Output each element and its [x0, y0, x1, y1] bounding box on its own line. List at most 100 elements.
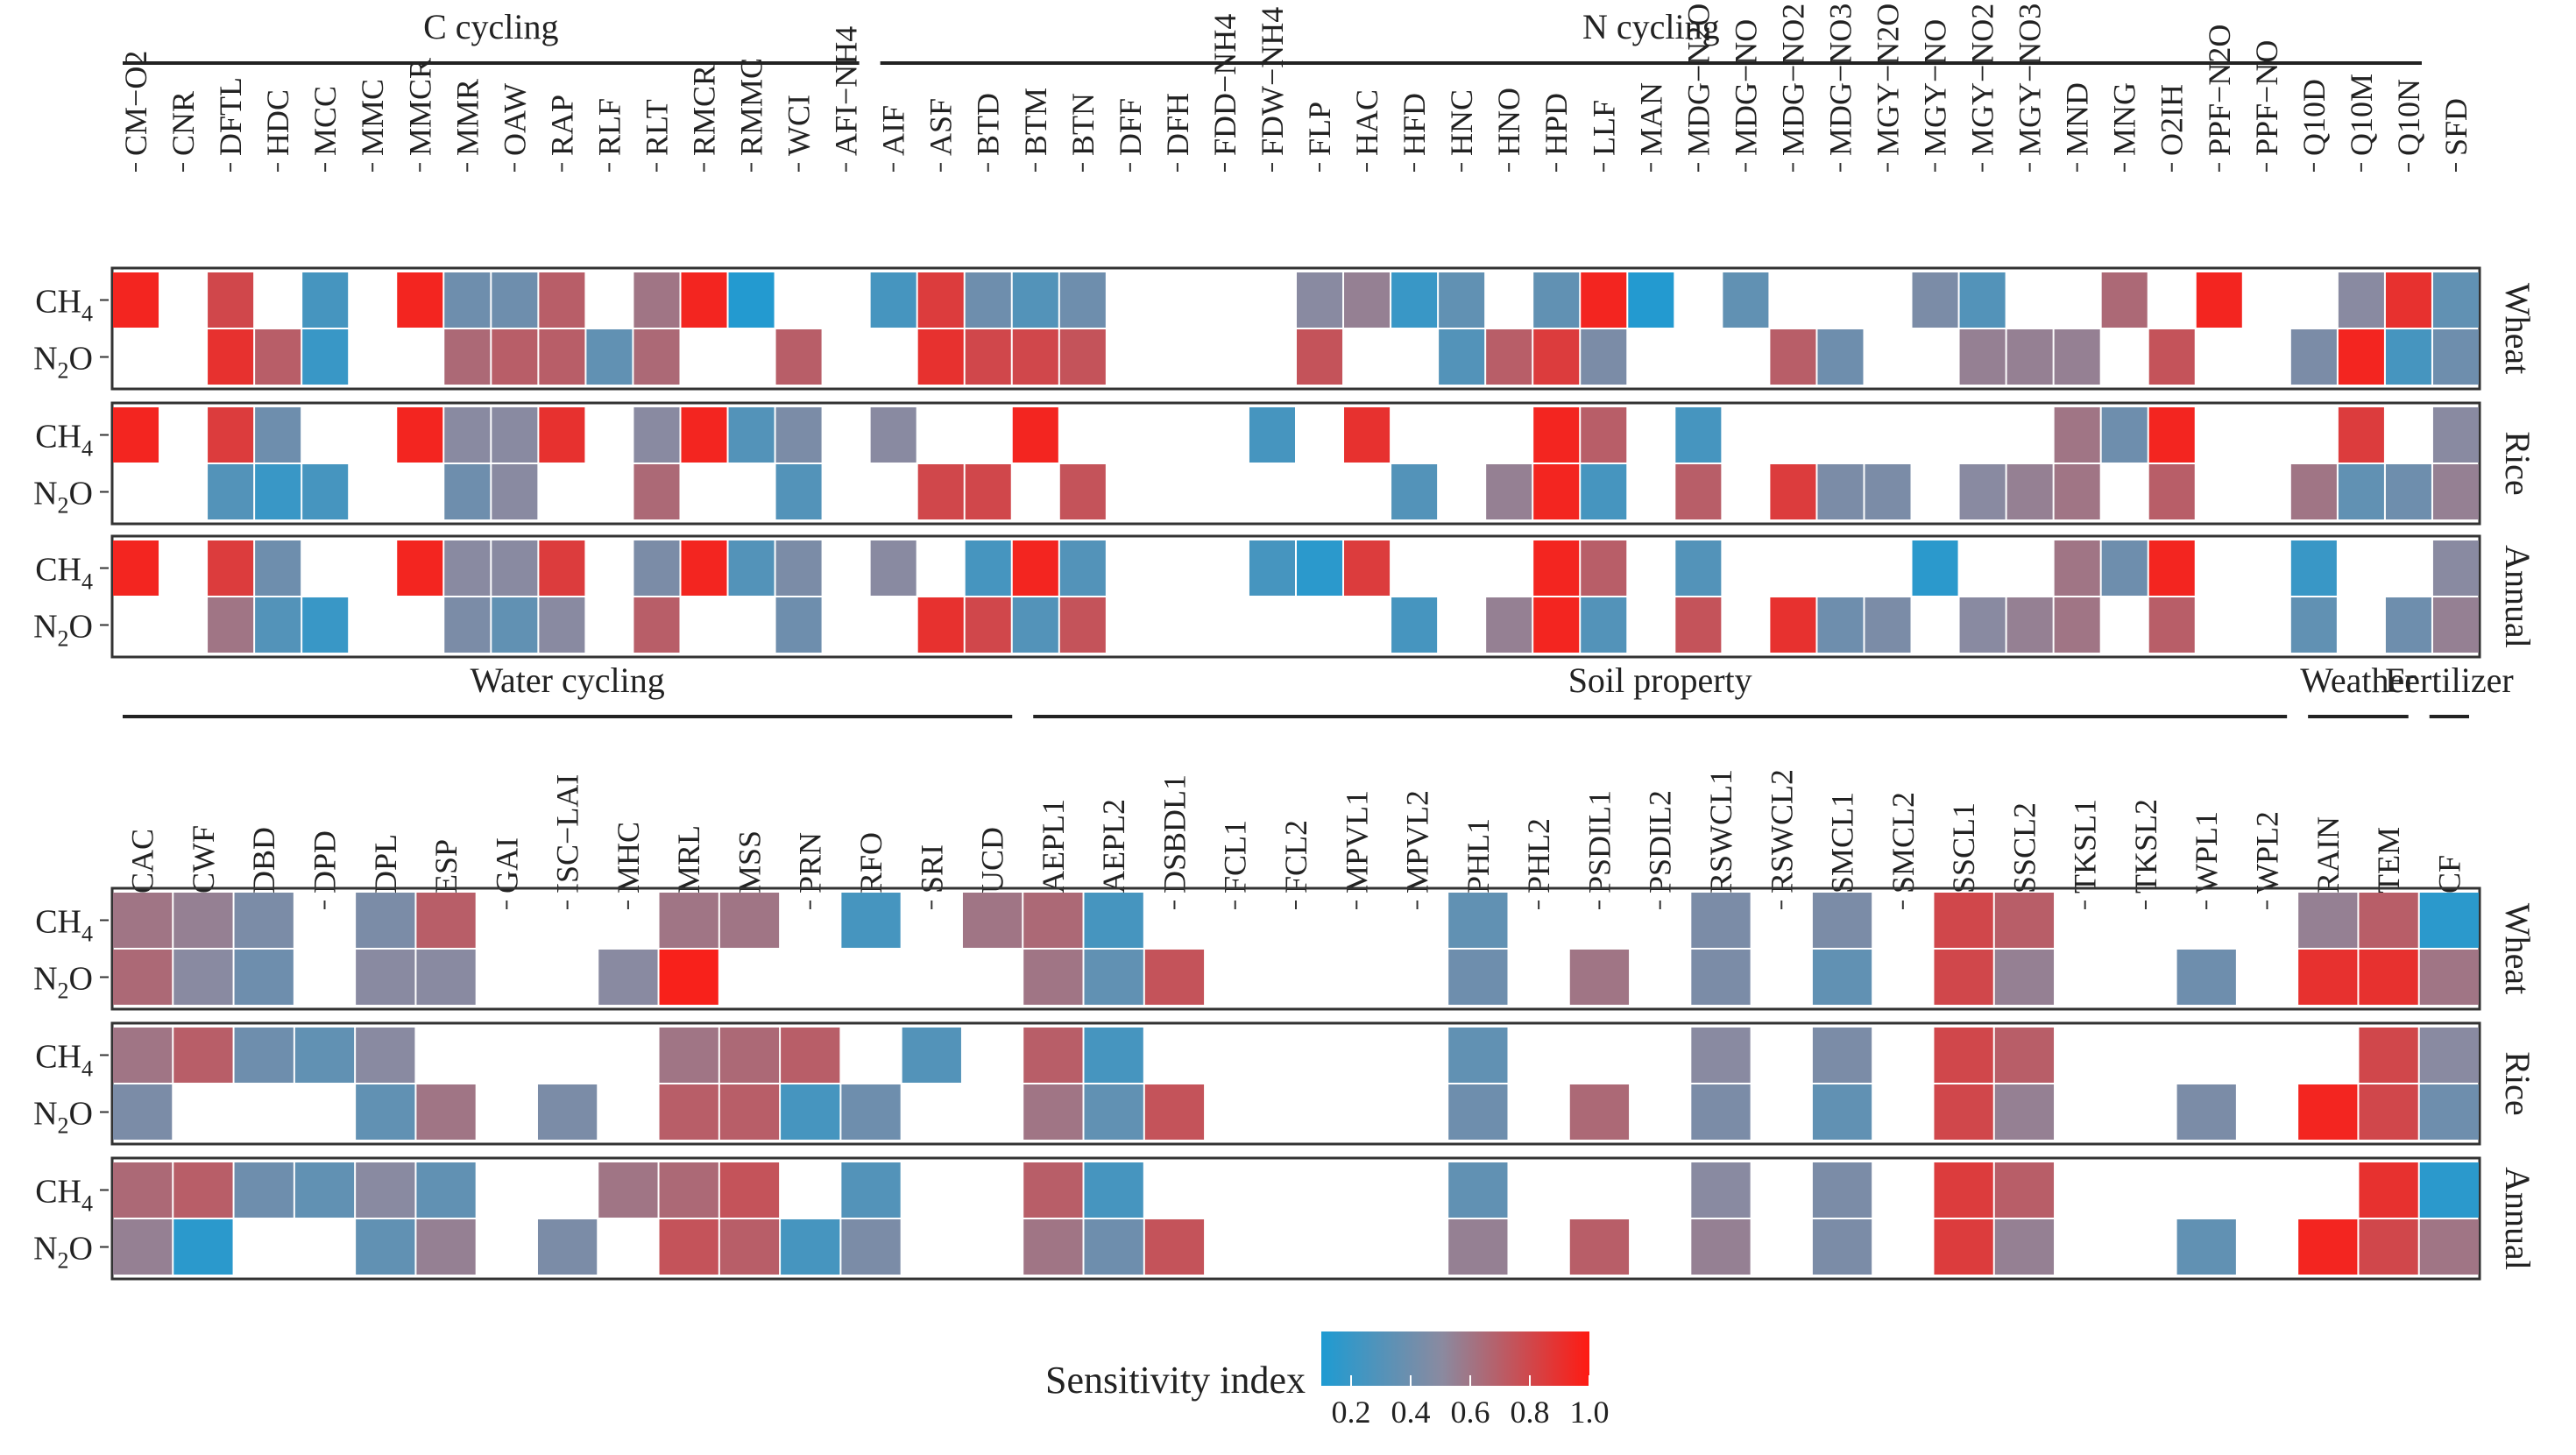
- group-label: N cycling: [1582, 7, 1720, 46]
- heatmap-cell: [902, 1028, 961, 1083]
- column-label: SFD: [2438, 98, 2473, 156]
- row-label: CH4: [35, 1039, 93, 1082]
- heatmap-cell: [1448, 1084, 1508, 1140]
- heatmap-cell: [2359, 1162, 2418, 1218]
- heatmap-cell: [2419, 950, 2479, 1005]
- heatmap-cell: [728, 272, 775, 328]
- facet-annual: CH4 N2O Annual: [33, 534, 2537, 659]
- heatmap-cell: [1691, 950, 1751, 1005]
- column-label: WCI: [782, 95, 817, 156]
- heatmap-cell: [1934, 1219, 1993, 1275]
- heatmap-cell: [775, 597, 822, 653]
- heatmap-cell: [356, 950, 415, 1005]
- facet-rice: CH4 N2O Rice: [33, 1021, 2537, 1146]
- column-label: MPVL2: [1400, 790, 1435, 893]
- heatmap-cell: [2054, 407, 2100, 463]
- heatmap-cell: [2385, 329, 2431, 385]
- column-label: GAI: [489, 837, 524, 893]
- column-label: Q10D: [2296, 79, 2332, 156]
- heatmap-cell: [1448, 950, 1508, 1005]
- column-label: MMR: [449, 79, 485, 156]
- heatmap-cell: [492, 407, 538, 463]
- heatmap-cell: [681, 272, 727, 328]
- heatmap-cell: [1934, 1162, 1993, 1218]
- heatmap-cell: [1297, 329, 1343, 385]
- heatmap-cell: [1023, 893, 1083, 948]
- row-label: N2O: [33, 609, 93, 652]
- heatmap-cell: [1812, 950, 1872, 1005]
- heatmap-cell: [1023, 1084, 1083, 1140]
- heatmap-cell: [2298, 1084, 2358, 1140]
- column-label: RMCR: [687, 65, 722, 156]
- heatmap-cell: [1059, 464, 1106, 519]
- heatmap-cell: [255, 597, 301, 653]
- heatmap-cell: [492, 329, 538, 385]
- heatmap-cell: [965, 597, 1011, 653]
- heatmap-cell: [1023, 1219, 1083, 1275]
- heatmap-cell: [1581, 329, 1627, 385]
- heatmap-cell: [1691, 1028, 1751, 1083]
- heatmap-cell: [234, 893, 294, 948]
- column-label: DBD: [246, 827, 281, 893]
- heatmap-cell: [444, 329, 491, 385]
- column-label: PHL1: [1461, 818, 1496, 893]
- column-label: MAN: [1633, 82, 1668, 156]
- heatmap-cell: [255, 540, 301, 596]
- heatmap-cell: [775, 407, 822, 463]
- row-label: N2O: [33, 1231, 93, 1274]
- column-label: CWF: [186, 825, 221, 893]
- heatmap-cell: [1959, 464, 2006, 519]
- heatmap-cell: [1084, 1219, 1143, 1275]
- legend-tick-label: 0.4: [1391, 1395, 1431, 1430]
- group-label: Soil property: [1568, 660, 1752, 700]
- column-label: DSBDL1: [1157, 774, 1192, 893]
- heatmap-cell: [2432, 464, 2479, 519]
- heatmap-cell: [841, 1162, 901, 1218]
- heatmap-cell: [775, 329, 822, 385]
- heatmap-cell: [1059, 597, 1106, 653]
- heatmap-cell: [659, 950, 718, 1005]
- column-label: LLF: [1586, 100, 1621, 156]
- column-label: SRI: [914, 844, 949, 893]
- column-label: RAP: [544, 95, 579, 156]
- heatmap-cell: [173, 950, 233, 1005]
- column-label: CAC: [125, 829, 160, 893]
- column-label: TEM: [2371, 827, 2406, 893]
- heatmap-cell: [356, 893, 415, 948]
- column-label: WPL1: [2189, 811, 2224, 893]
- column-label: FDD−NH4: [1207, 14, 1242, 156]
- heatmap-cell: [1144, 950, 1205, 1005]
- heatmap-cell: [1812, 1162, 1872, 1218]
- legend: Sensitivity index 0.2 0.4 0.6 0.8 1.0: [1045, 1331, 1610, 1430]
- column-label: AFI−NH4: [829, 26, 864, 156]
- heatmap-cell: [2419, 1219, 2479, 1275]
- heatmap-cell: [633, 597, 680, 653]
- column-label: RMMC: [734, 58, 769, 156]
- column-label: AEPL1: [1036, 799, 1071, 893]
- heatmap-cell: [397, 407, 443, 463]
- heatmap-cell: [659, 1219, 718, 1275]
- heatmap-cell: [1817, 329, 1864, 385]
- heatmap-cell: [775, 464, 822, 519]
- heatmap-cell: [416, 893, 476, 948]
- heatmap-cell: [2419, 1084, 2479, 1140]
- heatmap-cell: [917, 272, 964, 328]
- heatmap-cell: [302, 329, 349, 385]
- heatmap-cell: [173, 1219, 233, 1275]
- column-label: MCC: [308, 86, 343, 156]
- heatmap-cell: [539, 540, 585, 596]
- heatmap-cell: [2419, 1162, 2479, 1218]
- column-label: FCL1: [1218, 820, 1253, 893]
- heatmap-cell: [208, 464, 254, 519]
- facet-frame: [110, 266, 2481, 391]
- heatmap-cell: [2419, 1028, 2479, 1083]
- heatmap-cell: [294, 1162, 355, 1218]
- heatmap-cell: [444, 540, 491, 596]
- heatmap-cell: [775, 540, 822, 596]
- heatmap-cell: [2054, 597, 2100, 653]
- legend-tick-label: 1.0: [1570, 1395, 1610, 1430]
- column-label: DFTL: [213, 77, 248, 156]
- heatmap-cell: [1084, 1162, 1143, 1218]
- heatmap-cell: [2298, 950, 2358, 1005]
- heatmap-cell: [965, 272, 1011, 328]
